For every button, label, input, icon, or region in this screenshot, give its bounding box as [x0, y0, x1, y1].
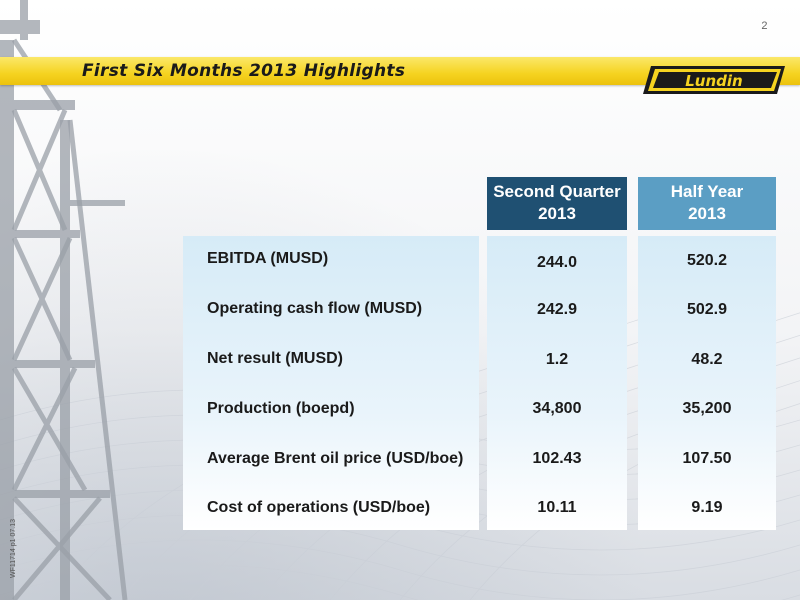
second-quarter-panel: [487, 236, 627, 530]
row-q2-operating-cash-flow: 242.9: [536, 301, 578, 318]
logo-text: Lundin: [685, 72, 742, 90]
header-second-quarter-line1: Second Quarter: [493, 182, 621, 201]
row-hy-cost-of-operations: 9.19: [691, 499, 723, 516]
oil-rig-silhouette-icon: [0, 0, 128, 600]
row-label-operating-cash-flow: Operating cash flow (MUSD): [207, 300, 423, 317]
row-q2-production: 34,800: [532, 400, 582, 417]
row-hy-brent-oil-price: 107.50: [682, 450, 732, 467]
document-reference: WF11714 p1 07.13: [10, 518, 17, 578]
header-half-year: Half Year 2013: [638, 177, 776, 230]
header-second-quarter-line2: 2013: [538, 204, 576, 223]
slide-title: First Six Months 2013 Highlights: [82, 61, 406, 81]
row-hy-production: 35,200: [682, 400, 732, 417]
labels-panel: [183, 236, 479, 530]
row-hy-ebitda: 520.2: [686, 252, 728, 269]
row-hy-operating-cash-flow: 502.9: [686, 301, 728, 318]
page-number: 2: [761, 20, 768, 32]
row-q2-brent-oil-price: 102.43: [532, 450, 582, 467]
row-q2-ebitda: 244.0: [536, 254, 578, 271]
row-label-ebitda: EBITDA (MUSD): [207, 250, 329, 267]
lundin-logo-icon: Lundin: [643, 66, 785, 94]
row-label-brent-oil-price: Average Brent oil price (USD/boe): [207, 450, 464, 467]
header-half-year-line1: Half Year: [670, 182, 744, 201]
row-label-cost-of-operations: Cost of operations (USD/boe): [207, 499, 431, 516]
row-label-net-result: Net result (MUSD): [207, 350, 344, 367]
row-q2-cost-of-operations: 10.11: [537, 499, 577, 516]
header-half-year-line2: 2013: [688, 204, 726, 223]
row-label-production: Production (boepd): [207, 400, 355, 417]
header-second-quarter: Second Quarter 2013: [487, 177, 627, 230]
half-year-panel: [638, 236, 776, 530]
row-q2-net-result: 1.2: [545, 351, 569, 368]
row-hy-net-result: 48.2: [691, 351, 723, 368]
